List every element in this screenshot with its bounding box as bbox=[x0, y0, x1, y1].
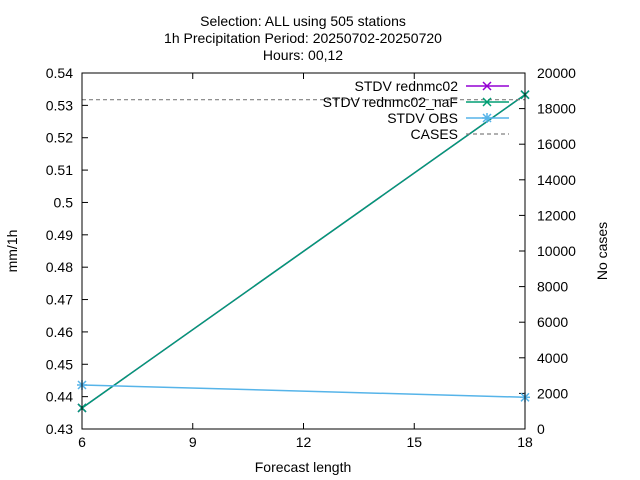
legend-label: STDV rednmc02_naF bbox=[323, 94, 458, 110]
series-layer bbox=[77, 90, 530, 413]
legend-label: STDV OBS bbox=[387, 110, 458, 126]
x-tick-label: 15 bbox=[406, 434, 422, 450]
data-point-glyph bbox=[482, 97, 492, 107]
x-axis: 6 9 12 15 18 bbox=[78, 73, 533, 450]
series-line bbox=[81, 384, 526, 399]
y2-tick-label: 4000 bbox=[537, 350, 568, 366]
legend-item: STDV rednmc02_naF bbox=[323, 94, 509, 110]
legend-marker bbox=[482, 81, 492, 91]
series-stdv-rednmc02-naf bbox=[77, 90, 530, 413]
y-tick-label: 0.51 bbox=[46, 162, 73, 178]
data-point-glyph bbox=[482, 81, 492, 91]
y2-tick-label: 6000 bbox=[537, 314, 568, 330]
y-tick-label: 0.45 bbox=[46, 356, 73, 372]
y-tick-label: 0.46 bbox=[46, 324, 73, 340]
series-line bbox=[81, 94, 526, 409]
y-tick-label: 0.54 bbox=[46, 65, 73, 81]
legend-item: CASES bbox=[411, 126, 509, 142]
y2-tick-label: 10000 bbox=[537, 243, 576, 259]
legend-marker bbox=[482, 113, 492, 123]
y2-tick-label: 2000 bbox=[537, 385, 568, 401]
legend-label: STDV rednmc02 bbox=[355, 78, 459, 94]
y-tick-label: 0.47 bbox=[46, 292, 73, 308]
y2-tick-label: 18000 bbox=[537, 101, 576, 117]
x-tick-label: 18 bbox=[517, 434, 533, 450]
legend-label: CASES bbox=[411, 126, 458, 142]
chart-title-line: Selection: ALL using 505 stations bbox=[200, 13, 406, 29]
y-axis-label: mm/1h bbox=[4, 230, 20, 273]
x-tick-label: 12 bbox=[296, 434, 312, 450]
y2-tick-label: 12000 bbox=[537, 207, 576, 223]
legend-item: STDV rednmc02 bbox=[355, 78, 509, 94]
y2-axis-label: No cases bbox=[594, 222, 610, 280]
y-tick-label: 0.49 bbox=[46, 227, 73, 243]
y-tick-label: 0.43 bbox=[46, 421, 73, 437]
legend-marker bbox=[482, 97, 492, 107]
x-tick-label: 9 bbox=[189, 434, 197, 450]
y2-tick-label: 16000 bbox=[537, 136, 576, 152]
plot-frame bbox=[81, 72, 526, 430]
series-stdv-obs bbox=[77, 379, 530, 403]
chart-title-line: Hours: 00,12 bbox=[263, 47, 343, 63]
legend-item: STDV OBS bbox=[387, 110, 509, 126]
y-axis: 0.43 0.44 0.45 0.46 0.47 0.48 0.49 0.5 0.51 0.52 0… bbox=[46, 65, 88, 437]
y2-axis: 0 2000 4000 6000 8000 10000 12000 14000 16000 180… bbox=[519, 65, 576, 437]
y2-tick-label: 20000 bbox=[537, 65, 576, 81]
y-tick-label: 0.53 bbox=[46, 97, 73, 113]
y2-tick-label: 0 bbox=[537, 421, 545, 437]
x-axis-label: Forecast length bbox=[255, 459, 352, 475]
x-tick-label: 6 bbox=[78, 434, 86, 450]
y-tick-label: 0.5 bbox=[54, 194, 74, 210]
chart-title-line: 1h Precipitation Period: 20250702-202507… bbox=[164, 30, 442, 46]
y2-tick-label: 14000 bbox=[537, 172, 576, 188]
y-tick-label: 0.52 bbox=[46, 130, 73, 146]
y-tick-label: 0.44 bbox=[46, 389, 73, 405]
y-tick-label: 0.48 bbox=[46, 259, 73, 275]
y2-tick-label: 8000 bbox=[537, 279, 568, 295]
